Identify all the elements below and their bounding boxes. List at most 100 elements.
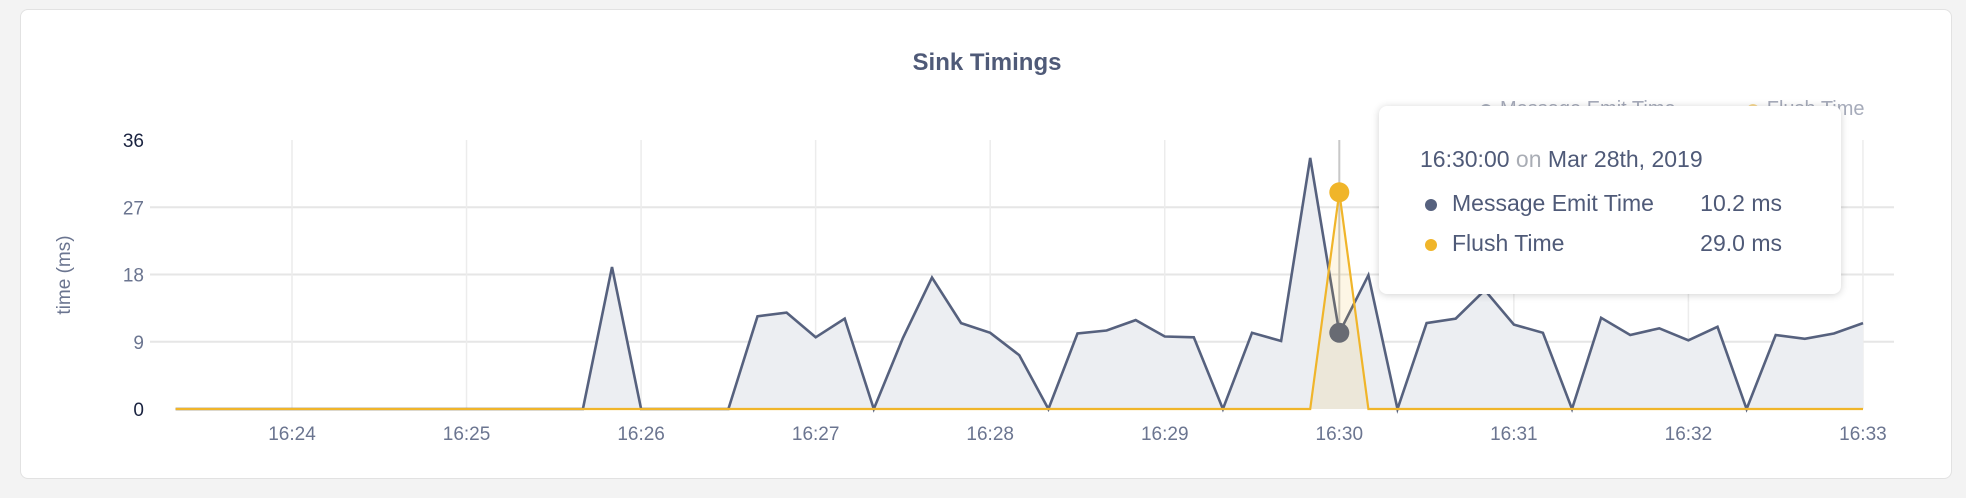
chart-tooltip: 16:30:00 on Mar 28th, 2019 Message Emit … bbox=[1379, 106, 1841, 294]
y-tick-label: 18 bbox=[123, 266, 144, 287]
data-point bbox=[1365, 406, 1371, 412]
data-point bbox=[1714, 324, 1720, 330]
x-tick-label: 16:26 bbox=[617, 424, 665, 445]
data-point bbox=[1045, 406, 1051, 412]
data-point bbox=[1773, 332, 1779, 338]
y-tick-label: 27 bbox=[123, 198, 144, 219]
data-point bbox=[987, 330, 993, 336]
series-area-message-emit-time bbox=[175, 157, 1864, 409]
data-point bbox=[1249, 406, 1255, 412]
chart-title: Sink Timings bbox=[913, 49, 1062, 76]
data-point bbox=[1016, 406, 1022, 412]
data-point bbox=[1133, 406, 1139, 412]
data-point bbox=[638, 406, 644, 412]
data-point bbox=[1162, 406, 1168, 412]
data-point bbox=[1714, 406, 1720, 412]
data-point bbox=[1249, 330, 1255, 336]
x-tick-label: 16:29 bbox=[1141, 424, 1189, 445]
data-point bbox=[1424, 406, 1430, 412]
x-tick-label: 16:27 bbox=[792, 424, 840, 445]
data-point bbox=[1831, 406, 1837, 412]
data-point bbox=[1511, 406, 1517, 412]
y-tick-label: 9 bbox=[133, 333, 144, 354]
tooltip-row-message-emit: Message Emit Time 10.2 ms bbox=[1420, 190, 1800, 220]
data-point bbox=[1365, 272, 1371, 278]
x-tick-label: 16:33 bbox=[1839, 424, 1887, 445]
data-point bbox=[1453, 406, 1459, 412]
data-point bbox=[551, 406, 557, 412]
y-tick-label: 36 bbox=[123, 131, 144, 152]
tooltip-time: 16:30:00 bbox=[1420, 146, 1510, 172]
data-point bbox=[754, 406, 760, 412]
data-point bbox=[725, 406, 731, 412]
x-tick-label: 16:25 bbox=[443, 424, 491, 445]
x-tick-label: 16:24 bbox=[268, 424, 316, 445]
data-point bbox=[434, 406, 440, 412]
hover-data-point bbox=[1329, 322, 1350, 343]
hover-data-point bbox=[1329, 182, 1350, 203]
data-point bbox=[1627, 332, 1633, 338]
data-point bbox=[231, 406, 237, 412]
data-point bbox=[1511, 322, 1517, 328]
tooltip-label: Flush Time bbox=[1452, 230, 1565, 256]
data-point bbox=[1016, 352, 1022, 358]
tooltip-header: 16:30:00 on Mar 28th, 2019 bbox=[1420, 146, 1703, 173]
data-point bbox=[318, 406, 324, 412]
data-point bbox=[522, 406, 528, 412]
tooltip-row-flush: Flush Time 29.0 ms bbox=[1420, 230, 1800, 260]
data-point bbox=[1685, 406, 1691, 412]
data-point bbox=[1482, 406, 1488, 412]
x-tick-label: 16:31 bbox=[1490, 424, 1538, 445]
data-point bbox=[1162, 334, 1168, 340]
data-point bbox=[1598, 315, 1604, 321]
data-point bbox=[260, 406, 266, 412]
tooltip-label: Message Emit Time bbox=[1452, 190, 1654, 216]
data-point bbox=[1598, 406, 1604, 412]
data-point bbox=[202, 406, 208, 412]
data-point bbox=[1744, 406, 1750, 412]
data-point bbox=[1104, 406, 1110, 412]
y-axis-label: time (ms) bbox=[54, 235, 75, 314]
data-point bbox=[929, 406, 935, 412]
data-point bbox=[1074, 406, 1080, 412]
data-point bbox=[871, 406, 877, 412]
data-point bbox=[1278, 338, 1284, 344]
data-point bbox=[958, 406, 964, 412]
x-tick-label: 16:32 bbox=[1665, 424, 1713, 445]
data-point bbox=[609, 406, 615, 412]
data-point bbox=[1453, 316, 1459, 322]
data-point bbox=[929, 274, 935, 280]
data-point bbox=[1831, 331, 1837, 337]
data-point bbox=[1220, 406, 1226, 412]
data-point bbox=[1685, 337, 1691, 343]
x-tick-label: 16:30 bbox=[1316, 424, 1364, 445]
data-point bbox=[900, 335, 906, 341]
data-point bbox=[900, 406, 906, 412]
data-point bbox=[813, 406, 819, 412]
data-point bbox=[1394, 406, 1400, 412]
data-point bbox=[1860, 320, 1866, 326]
series-dot-icon bbox=[1425, 199, 1437, 211]
data-point bbox=[1802, 406, 1808, 412]
data-point bbox=[813, 334, 819, 340]
data-point bbox=[405, 406, 411, 412]
data-point bbox=[1191, 334, 1197, 340]
data-point bbox=[173, 406, 179, 412]
data-point bbox=[1656, 406, 1662, 412]
data-point bbox=[1307, 406, 1313, 412]
data-point bbox=[958, 320, 964, 326]
series-line-flush-time bbox=[175, 192, 1863, 411]
data-point bbox=[1278, 406, 1284, 412]
data-point bbox=[1424, 320, 1430, 326]
x-tick-label: 16:28 bbox=[966, 424, 1014, 445]
data-point bbox=[987, 406, 993, 412]
data-point bbox=[1133, 317, 1139, 323]
data-point bbox=[1656, 325, 1662, 331]
data-point bbox=[1307, 155, 1313, 161]
data-point bbox=[1802, 336, 1808, 342]
data-point bbox=[754, 313, 760, 319]
data-point bbox=[1860, 406, 1866, 412]
data-point bbox=[347, 406, 353, 412]
data-point bbox=[1569, 406, 1575, 412]
